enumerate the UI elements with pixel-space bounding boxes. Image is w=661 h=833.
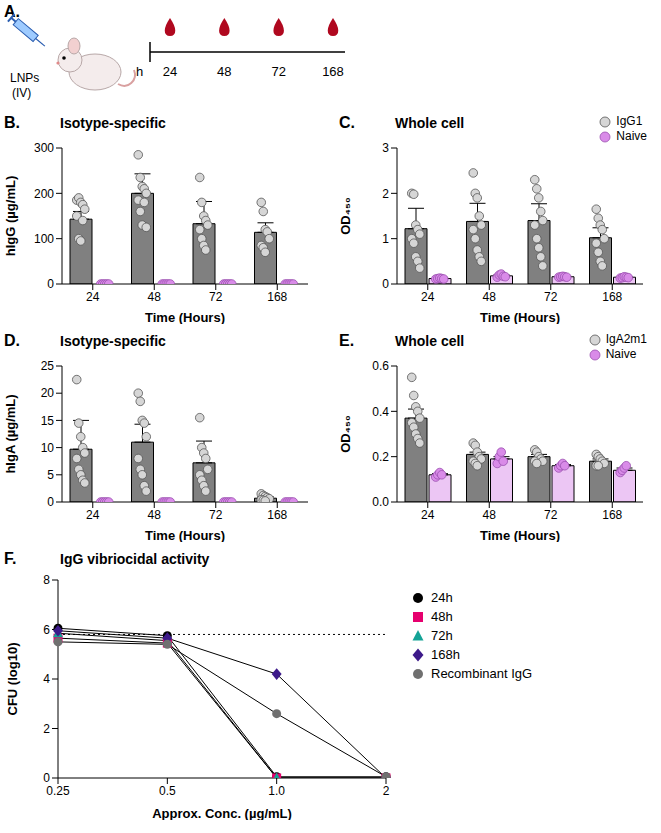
svg-text:48: 48: [148, 290, 162, 304]
svg-text:0.0: 0.0: [372, 495, 389, 509]
svg-text:OD₄₅₀: OD₄₅₀: [338, 197, 353, 235]
svg-text:LNPs: LNPs: [10, 71, 39, 85]
svg-text:hIgA (µg/mL): hIgA (µg/mL): [3, 394, 18, 473]
html-text:48h: 48h: [431, 609, 453, 624]
svg-text:0.6: 0.6: [372, 359, 389, 373]
html-text:Isotype-specific: Isotype-specific: [60, 115, 166, 131]
svg-text:72: 72: [544, 508, 558, 522]
svg-text:48: 48: [148, 508, 162, 522]
svg-text:0.2: 0.2: [372, 450, 389, 464]
html-text:Whole cell: Whole cell: [395, 333, 465, 349]
html-text:24h: 24h: [431, 590, 453, 605]
html-text:Recombinant IgG: Recombinant IgG: [431, 666, 533, 681]
svg-text:24: 24: [421, 290, 435, 304]
svg-text:Time (Hours): Time (Hours): [145, 528, 225, 542]
svg-text:6: 6: [43, 623, 50, 637]
svg-text:2: 2: [382, 187, 389, 201]
svg-text:(IV): (IV): [12, 86, 31, 100]
svg-text:1.0: 1.0: [268, 784, 285, 798]
svg-text:72: 72: [271, 64, 285, 79]
svg-text:0: 0: [382, 277, 389, 291]
svg-text:1: 1: [382, 232, 389, 246]
svg-text:72: 72: [209, 508, 223, 522]
svg-text:0: 0: [43, 771, 50, 785]
svg-text:0: 0: [47, 277, 54, 291]
svg-text:25: 25: [41, 359, 55, 373]
svg-text:8: 8: [43, 573, 50, 587]
svg-text:100: 100: [34, 232, 54, 246]
svg-text:24: 24: [86, 508, 100, 522]
svg-text:2: 2: [383, 784, 390, 798]
svg-text:72: 72: [209, 290, 223, 304]
html-text:IgA2m1: IgA2m1: [605, 332, 647, 346]
svg-text:2: 2: [43, 722, 50, 736]
svg-text:0.5: 0.5: [159, 784, 176, 798]
svg-text:24: 24: [86, 290, 100, 304]
svg-text:Time (Hours): Time (Hours): [480, 528, 560, 542]
svg-text:5: 5: [47, 468, 54, 482]
html-text:72h: 72h: [431, 628, 453, 643]
html-text:Whole cell: Whole cell: [395, 115, 465, 131]
svg-text:48: 48: [217, 64, 231, 79]
html-text:Isotype-specific: Isotype-specific: [60, 333, 166, 349]
svg-text:168: 168: [267, 508, 287, 522]
html-text:168h: 168h: [431, 647, 460, 662]
html-text:D.: D.: [4, 332, 20, 349]
svg-text:10: 10: [41, 441, 55, 455]
svg-text:0: 0: [47, 495, 54, 509]
html-text:Naive: Naive: [616, 129, 647, 143]
svg-text:20: 20: [41, 386, 55, 400]
svg-text:300: 300: [34, 141, 54, 155]
html-text:B.: B.: [4, 114, 20, 131]
svg-text:OD₄₅₀: OD₄₅₀: [338, 415, 353, 453]
svg-text:3: 3: [382, 141, 389, 155]
html-text:F.: F.: [4, 550, 17, 567]
svg-text:72: 72: [544, 290, 558, 304]
svg-text:4: 4: [43, 672, 50, 686]
html-text:IgG1: IgG1: [616, 114, 643, 128]
svg-text:0.25: 0.25: [46, 784, 70, 798]
svg-text:24: 24: [421, 508, 435, 522]
svg-text:0.4: 0.4: [372, 405, 389, 419]
svg-text:168: 168: [602, 290, 622, 304]
svg-text:A.: A.: [4, 3, 20, 20]
svg-text:Approx. Conc. (µg/mL): Approx. Conc. (µg/mL): [152, 806, 292, 820]
html-text:Naive: Naive: [605, 347, 637, 361]
svg-text:CFU (log10): CFU (log10): [5, 643, 20, 716]
svg-text:Time (Hours): Time (Hours): [145, 310, 225, 324]
svg-text:200: 200: [34, 187, 54, 201]
svg-text:h: h: [136, 64, 143, 79]
svg-text:168: 168: [602, 508, 622, 522]
html-text:E.: E.: [339, 332, 355, 349]
svg-text:48: 48: [483, 508, 497, 522]
svg-text:24: 24: [163, 64, 177, 79]
html-text:C.: C.: [339, 114, 355, 131]
svg-text:Time (Hours): Time (Hours): [480, 310, 560, 324]
svg-text:168: 168: [267, 290, 287, 304]
svg-text:48: 48: [483, 290, 497, 304]
svg-text:15: 15: [41, 414, 55, 428]
svg-text:hIgG (µg/mL): hIgG (µg/mL): [3, 176, 18, 256]
html-text:IgG vibriocidal activity: IgG vibriocidal activity: [60, 551, 210, 567]
svg-text:168: 168: [322, 64, 344, 79]
